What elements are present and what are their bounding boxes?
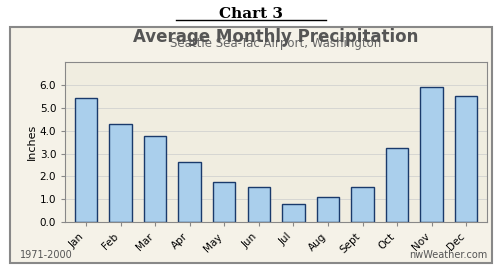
Bar xyxy=(109,124,132,222)
Bar xyxy=(282,204,304,222)
Bar xyxy=(419,87,442,222)
Bar xyxy=(75,98,97,222)
Text: Seattle Sea-Tac Airport, Washington: Seattle Sea-Tac Airport, Washington xyxy=(170,37,381,50)
Y-axis label: Inches: Inches xyxy=(27,124,37,160)
Bar xyxy=(247,187,270,222)
Bar xyxy=(454,96,476,222)
Text: Chart 3: Chart 3 xyxy=(218,7,283,21)
Bar xyxy=(212,182,235,222)
Bar xyxy=(316,197,339,222)
Text: 1971-2000: 1971-2000 xyxy=(20,250,73,260)
Bar xyxy=(385,148,407,222)
Bar xyxy=(178,162,200,222)
Text: nwWeather.com: nwWeather.com xyxy=(408,250,486,260)
Bar xyxy=(144,136,166,222)
Title: Average Monthly Precipitation: Average Monthly Precipitation xyxy=(133,28,418,46)
Bar xyxy=(351,187,373,222)
